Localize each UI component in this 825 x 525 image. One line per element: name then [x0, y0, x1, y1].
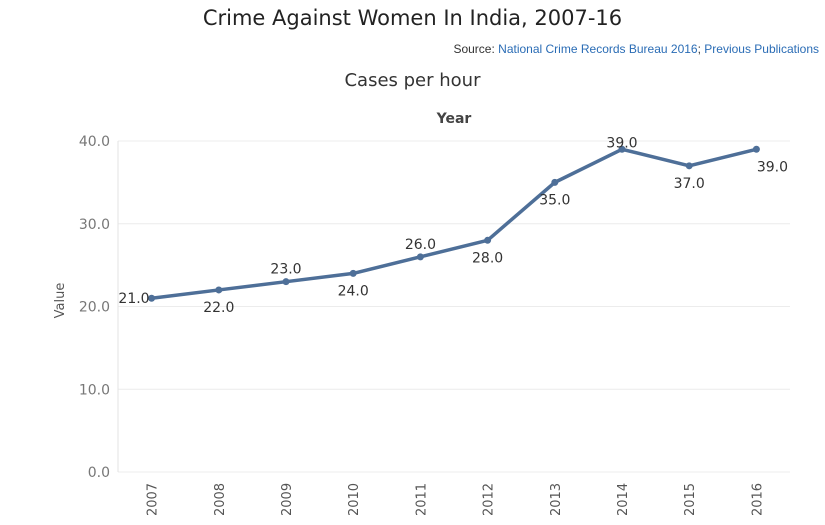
data-label: 37.0: [674, 176, 705, 192]
y-tick-label: 10.0: [79, 382, 110, 398]
x-tick-label: 2016: [750, 483, 765, 516]
y-tick-label: 0.0: [88, 465, 110, 481]
data-label: 28.0: [472, 250, 503, 266]
data-label: 21.0: [118, 291, 149, 307]
data-point: [484, 236, 492, 244]
y-tick-label: 30.0: [79, 217, 110, 233]
series-line: [149, 147, 759, 300]
data-label: 24.0: [338, 283, 369, 299]
x-tick-label: 2013: [549, 483, 564, 516]
x-tick-label: 2008: [213, 483, 228, 516]
data-label: 39.0: [757, 159, 788, 175]
x-tick-label: 2015: [683, 483, 698, 516]
column-header: Year: [436, 111, 472, 127]
y-axis-title: Value: [53, 283, 68, 319]
data-point: [416, 253, 424, 261]
source-link-ncrb[interactable]: National Crime Records Bureau 2016: [498, 42, 698, 56]
y-tick-label: 20.0: [79, 300, 110, 316]
data-point: [618, 145, 626, 153]
source-separator: ;: [697, 42, 705, 56]
x-tick-label: 2007: [146, 483, 161, 516]
data-point: [148, 294, 156, 302]
data-point: [349, 269, 357, 277]
source-link-previous-publications[interactable]: Previous Publications: [704, 42, 819, 56]
data-label: 39.0: [606, 135, 637, 151]
source-line: Source: National Crime Records Bureau 20…: [453, 42, 819, 56]
data-point: [685, 162, 693, 170]
source-prefix: Source:: [453, 42, 499, 56]
x-tick-label: 2011: [414, 483, 429, 516]
data-point: [551, 178, 559, 186]
data-label: 35.0: [539, 192, 570, 208]
data-label: 26.0: [405, 237, 436, 253]
data-point: [752, 145, 760, 153]
x-tick-label: 2009: [280, 483, 295, 516]
data-point: [215, 286, 223, 294]
x-tick-label: 2010: [347, 483, 362, 516]
x-tick-label: 2012: [482, 483, 497, 516]
data-point: [282, 278, 290, 286]
data-label: 23.0: [270, 262, 301, 278]
chart-title: Crime Against Women In India, 2007-16: [202, 6, 623, 30]
data-label: 22.0: [203, 300, 234, 316]
chart-subtitle: Cases per hour: [344, 70, 481, 91]
y-tick-label: 40.0: [79, 134, 110, 150]
x-tick-label: 2014: [616, 483, 631, 516]
